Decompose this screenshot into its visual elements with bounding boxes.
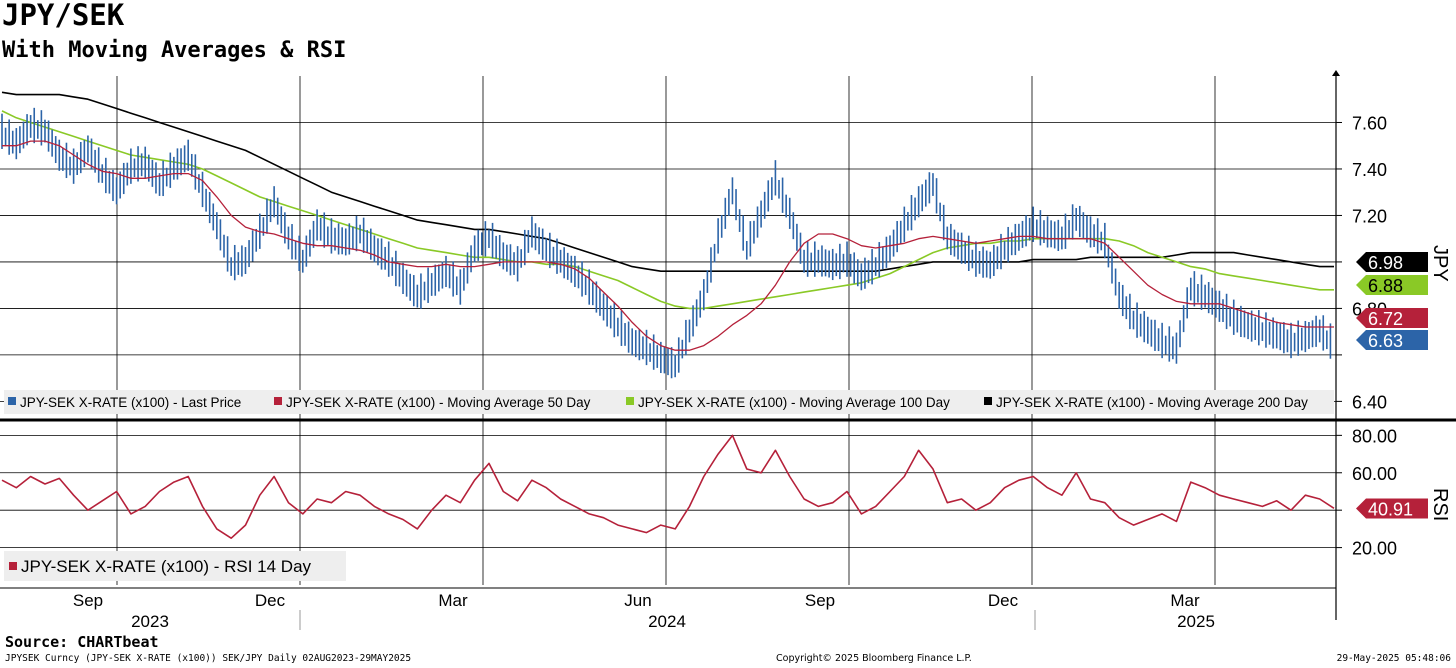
legend-entry: JPY-SEK X-RATE (x100) - Moving Average 1…	[638, 395, 950, 410]
x-tick-label: Jun	[624, 591, 651, 610]
ma100-line	[1, 110, 1334, 310]
price-tick-label: 7.40	[1352, 160, 1387, 180]
x-tick-label: Dec	[988, 591, 1019, 610]
ma100-last-tag: 6.88	[1368, 276, 1403, 296]
x-tick-label: Sep	[73, 591, 103, 610]
legend-swatch	[626, 397, 634, 405]
x-tick-label: Sep	[805, 591, 835, 610]
ma50-last-tag-bg	[1356, 308, 1428, 328]
rsi-line	[1, 434, 1335, 540]
x-tick-label: Dec	[255, 591, 286, 610]
rsi-legend-box	[4, 551, 346, 581]
x-year-label: 2023	[131, 612, 169, 631]
rsi-tick-label: 80.00	[1352, 426, 1397, 446]
x-tick-label: Mar	[1170, 591, 1200, 610]
legend-swatch	[984, 397, 992, 405]
legend-swatch	[8, 397, 16, 405]
footer-ticker: JPYSEK Curncy (JPY-SEK X-RATE (x100)) SE…	[5, 653, 412, 664]
ma200-last-tag-bg	[1356, 252, 1428, 272]
legend-swatch	[274, 397, 282, 405]
x-tick-label: Mar	[438, 591, 468, 610]
legend-entry: JPY-SEK X-RATE (x100) - RSI 14 Day	[21, 557, 312, 576]
ma200-last-tag: 6.98	[1368, 253, 1403, 273]
price-tick-label: 6.40	[1352, 392, 1387, 412]
legend-entry: JPY-SEK X-RATE (x100) - Last Price	[20, 395, 241, 410]
footer-timestamp: 29-May-2025 05:48:06	[1336, 653, 1451, 664]
last-price-tag-bg	[1356, 330, 1428, 350]
ma50-line	[2, 140, 1334, 351]
price-axis-label: JPY	[1429, 245, 1451, 282]
rsi-axis-label: RSI	[1429, 488, 1451, 521]
series-layer	[1, 91, 1335, 540]
source-note: Source: CHARTbeat	[5, 633, 159, 651]
rsi-tick-label: 60.00	[1352, 464, 1397, 484]
legend-entry: JPY-SEK X-RATE (x100) - Moving Average 5…	[286, 395, 591, 410]
axis-arrow-icon	[1332, 70, 1340, 76]
price-tick-label: 7.20	[1352, 206, 1387, 226]
x-year-label: 2024	[648, 612, 686, 631]
x-year-label: 2025	[1177, 612, 1215, 631]
rsi-tick-label: 20.00	[1352, 539, 1397, 559]
price-legend-box	[4, 390, 1334, 414]
legend-swatch	[9, 562, 17, 570]
rsi-last-tag-bg	[1356, 498, 1428, 519]
chart-subtitle: With Moving Averages & RSI	[2, 38, 347, 63]
footer-copyright: Copyright© 2025 Bloomberg Finance L.P.	[776, 653, 972, 664]
ma100-last-tag-bg	[1356, 275, 1428, 295]
grid-lines	[0, 76, 1336, 585]
rsi-last-tag: 40.91	[1368, 499, 1413, 519]
chart-title: JPY/SEK	[2, 0, 125, 32]
last-price-tag: 6.63	[1368, 331, 1403, 351]
ma50-last-tag: 6.72	[1368, 309, 1403, 329]
labels: 7.607.407.206.806.4080.0060.0020.00JPYRS…	[4, 113, 1451, 631]
axes	[0, 70, 1456, 630]
legend-entry: JPY-SEK X-RATE (x100) - Moving Average 2…	[996, 395, 1308, 410]
price-tick-label: 7.60	[1352, 113, 1387, 133]
